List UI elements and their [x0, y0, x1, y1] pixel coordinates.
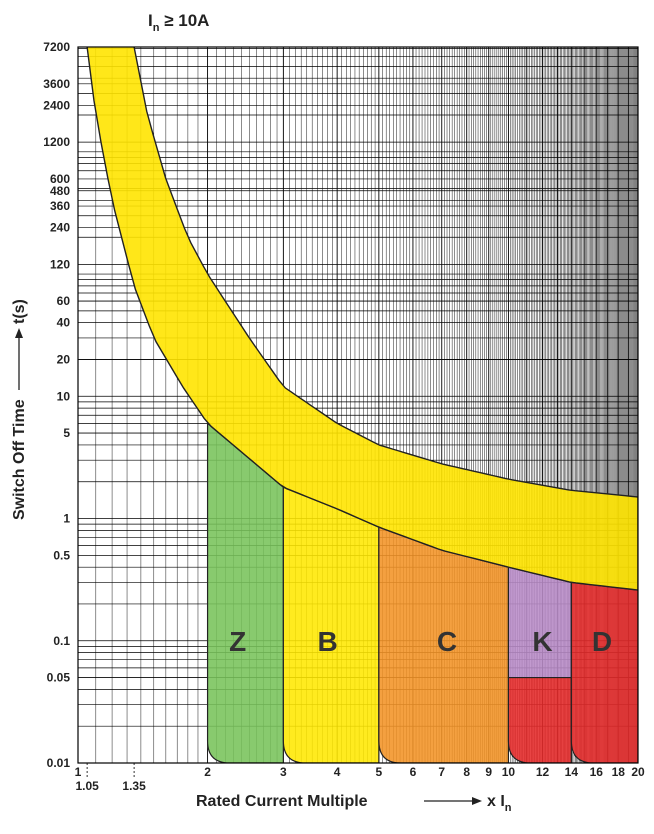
y-axis-label: Switch Off Time: [11, 399, 28, 520]
zone-label-z: Z: [229, 626, 246, 657]
zone-k: [507, 566, 572, 679]
plot-frame: [77, 46, 639, 764]
y-tick-label: 1200: [43, 135, 70, 149]
x-tick-label: 5: [376, 765, 383, 779]
x-tick-label: 6: [410, 765, 417, 779]
y-tick-label: 0.1: [53, 634, 70, 648]
y-tick-label: 5: [63, 426, 70, 440]
zone-d: [570, 581, 638, 763]
y-tick-label: 40: [57, 316, 71, 330]
x-axis-unit: x In: [487, 793, 512, 814]
y-tick-label: 360: [50, 199, 70, 213]
lower-curve: [86, 47, 638, 591]
tick-labels: 7200360024001200600480360240120604020105…: [43, 40, 645, 793]
y-tick-label: 60: [57, 294, 71, 308]
x-tick-secondary-label: 1.35: [122, 779, 146, 793]
zone-label-k: K: [532, 626, 552, 657]
plot-border: [77, 46, 639, 764]
x-tick-label: 12: [536, 765, 550, 779]
x-tick-label: 14: [565, 765, 579, 779]
x-tick-label: 1: [75, 765, 82, 779]
y-tick-label: 2400: [43, 98, 70, 112]
y-tick-label: 7200: [43, 40, 70, 54]
upper-curve: [133, 47, 638, 498]
y-tick-label: 120: [50, 257, 70, 271]
zone-label-c: C: [437, 626, 457, 657]
y-axis-unit: t(s): [11, 299, 28, 324]
x-tick-label: 20: [631, 765, 645, 779]
x-tick-label: 8: [463, 765, 470, 779]
y-tick-label: 480: [50, 184, 70, 198]
x-tick-label: 3: [280, 765, 287, 779]
zone-k-lower: [507, 676, 572, 763]
y-tick-label: 10: [57, 389, 71, 403]
trip-zones: [206, 422, 638, 763]
thermal-band-fill: [87, 47, 638, 591]
y-axis-title: Switch Off Time t(s): [11, 299, 28, 520]
x-axis-label: Rated Current Multiple: [196, 793, 368, 810]
chart-title-sub: n: [153, 22, 160, 34]
y-tick-label: 20: [57, 352, 71, 366]
y-tick-label: 3600: [43, 77, 70, 91]
y-tick-label: 240: [50, 221, 70, 235]
x-axis-title: Rated Current Multiple x In: [196, 793, 512, 814]
thermal-band: [86, 47, 638, 591]
x-tick-label: 18: [612, 765, 626, 779]
y-tick-label: 0.01: [47, 756, 71, 770]
x-tick-label: 7: [438, 765, 445, 779]
x-tick-label: 4: [334, 765, 341, 779]
x-tick-label: 9: [485, 765, 492, 779]
chart-title: In ≥ 10A: [148, 11, 209, 34]
x-tick-label: 10: [502, 765, 516, 779]
y-tick-label: 1: [63, 512, 70, 526]
zone-label-d: D: [592, 626, 612, 657]
y-tick-label: 0.05: [47, 671, 71, 685]
y-tick-label: 600: [50, 172, 70, 186]
x-tick-secondary-label: 1.05: [75, 779, 99, 793]
y-tick-label: 0.5: [53, 548, 70, 562]
x-tick-label: 2: [204, 765, 211, 779]
zone-label-b: B: [317, 626, 337, 657]
x-tick-label: 16: [590, 765, 604, 779]
